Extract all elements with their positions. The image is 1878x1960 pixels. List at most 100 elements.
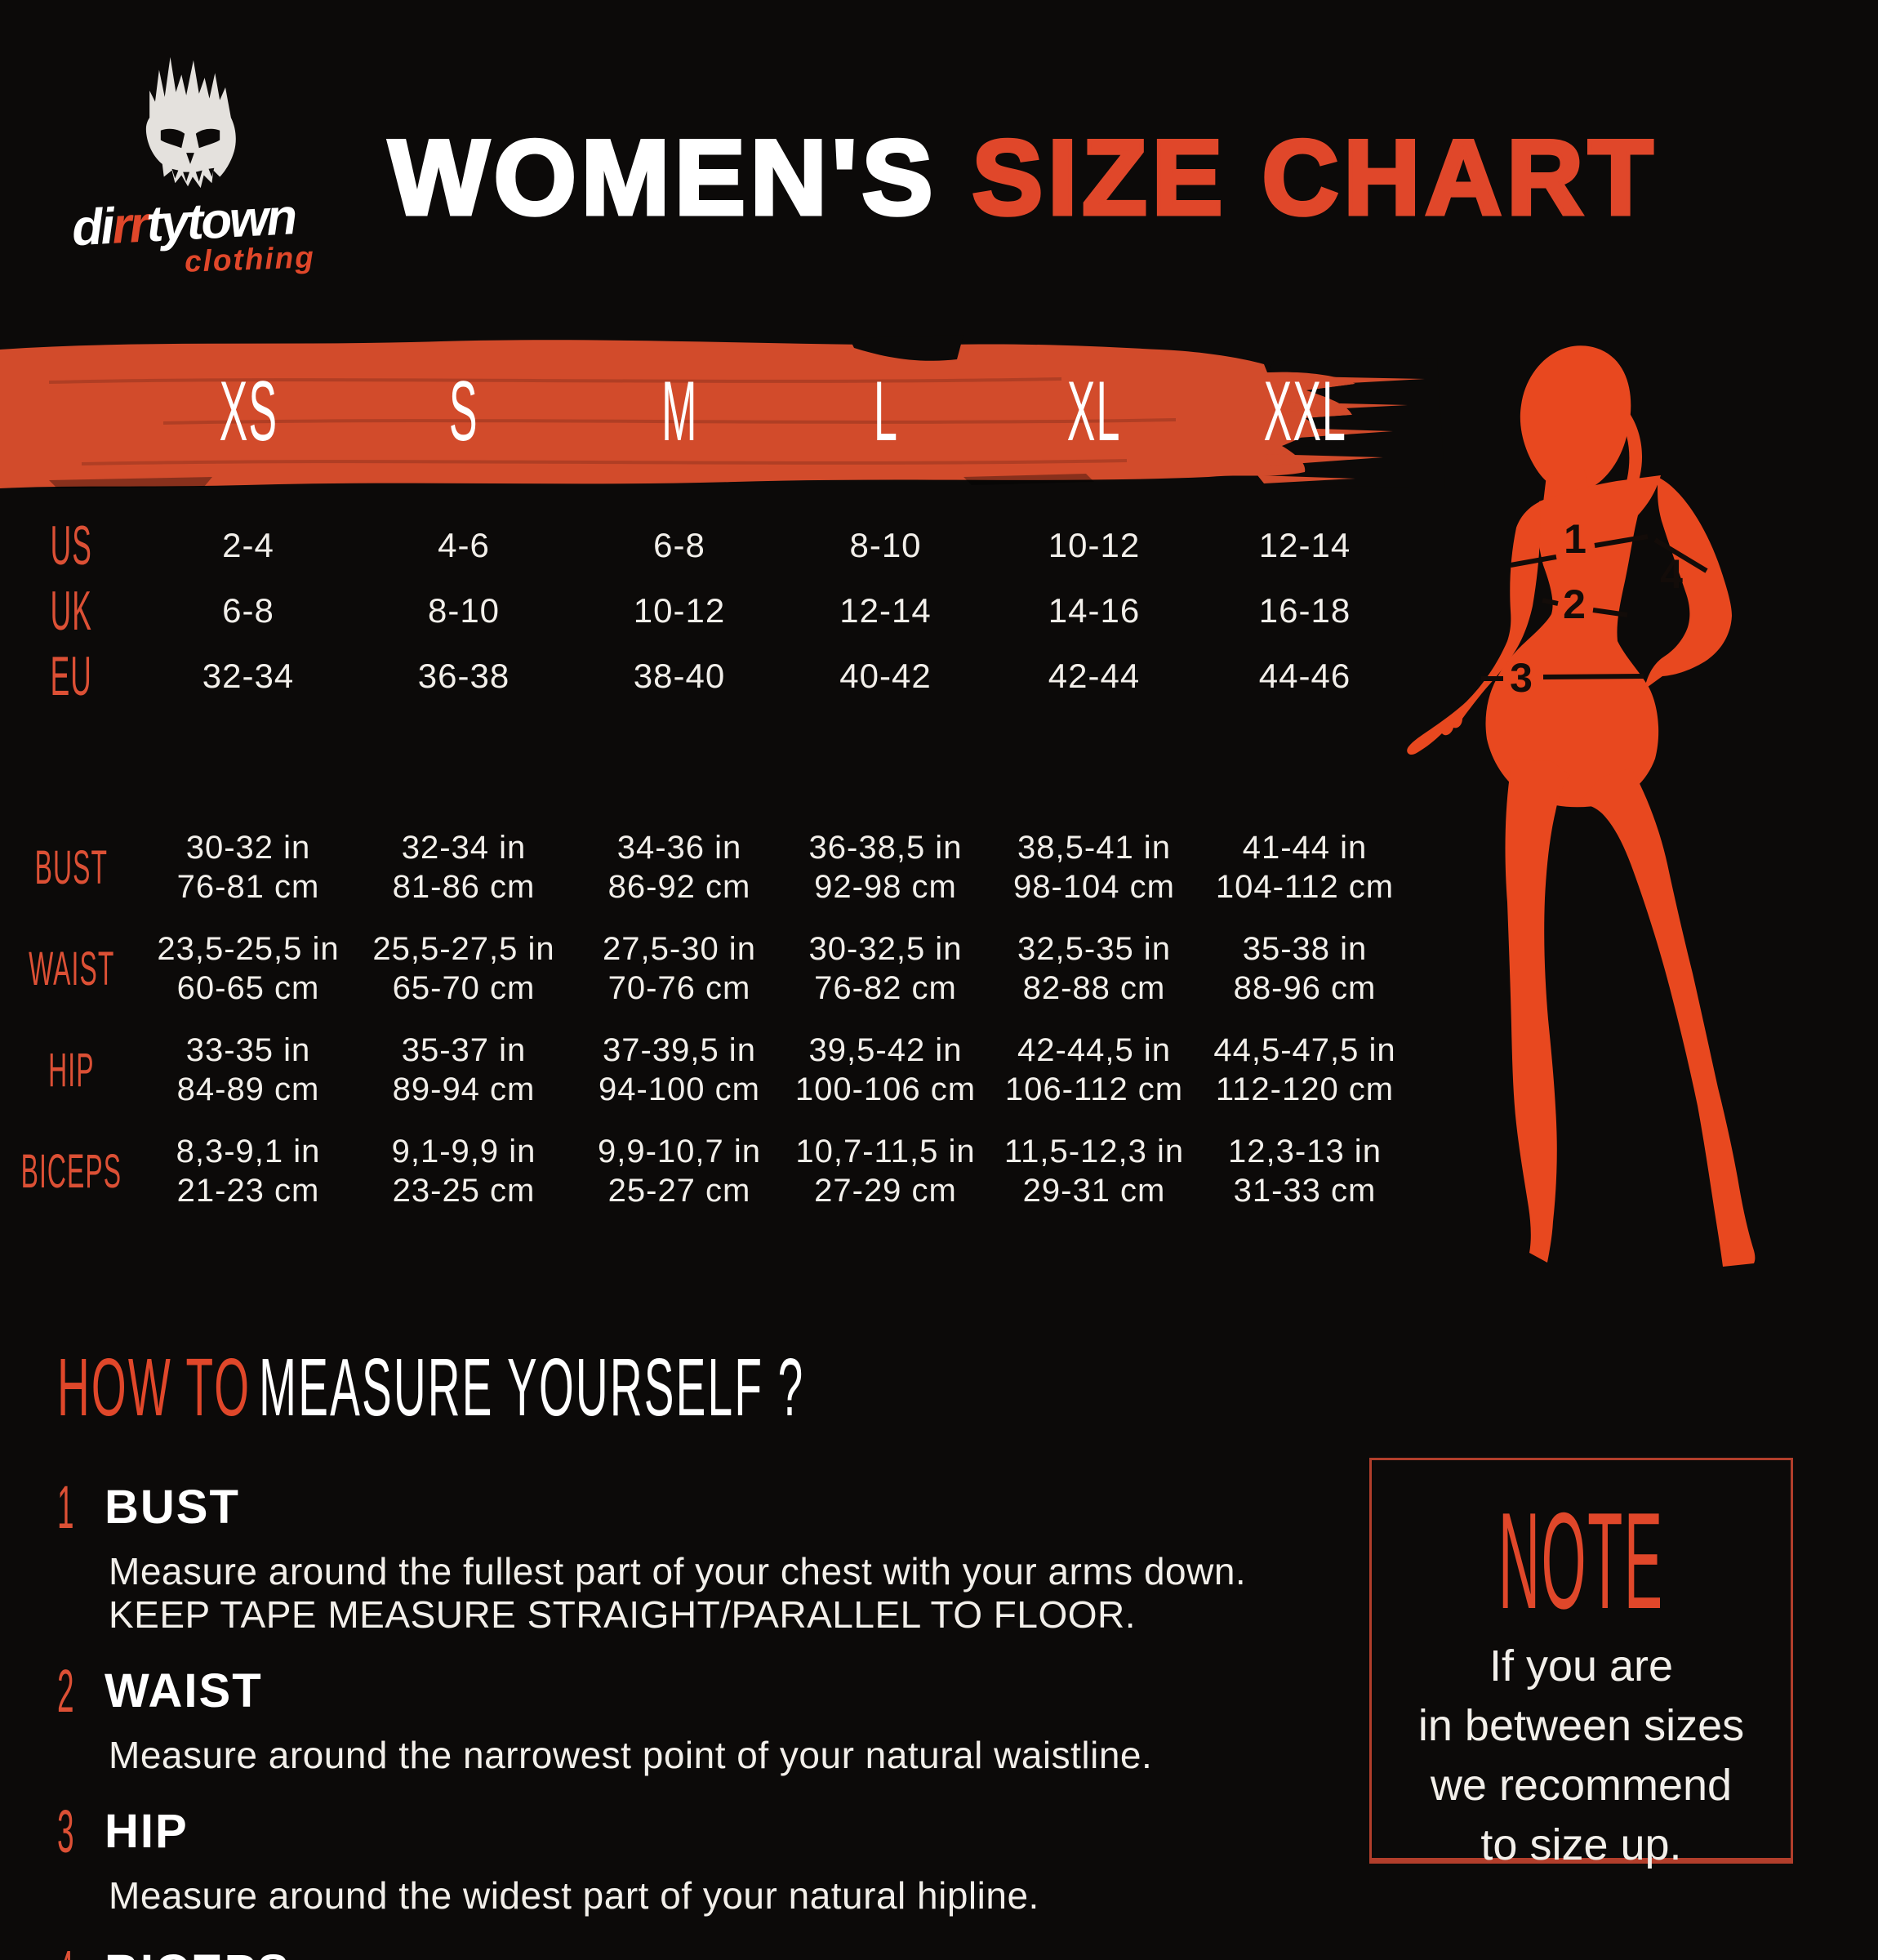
region-value: 16-18	[1258, 591, 1351, 630]
measurement-value-cell: 10,7-11,5 in 27-29 cm	[785, 1120, 986, 1222]
how-to-item-number: 2	[57, 1657, 75, 1725]
value-inches: 39,5-42 in	[808, 1032, 963, 1068]
female-silhouette: 1 2 3 4	[1407, 345, 1756, 1267]
how-to-item: 3 HIP Measure around the widest part of yo…	[57, 1797, 1347, 1918]
note-title: NOTE	[1498, 1484, 1664, 1637]
measurement-value-cell: 11,5-12,3 in 29-31 cm	[986, 1120, 1202, 1222]
size-header-cell: XXL	[1202, 330, 1408, 493]
measurement-label: WAIST	[28, 942, 115, 996]
measurement-value-cell: 37-39,5 in 94-100 cm	[574, 1019, 785, 1120]
region-value: 4-6	[438, 526, 490, 564]
measurement-value: 30-32 in 76-81 cm	[177, 828, 320, 906]
measurement-value: 44,5-47,5 in 112-120 cm	[1213, 1031, 1395, 1109]
figure-right-arm	[1644, 477, 1732, 689]
note-line: we recommend	[1430, 1761, 1733, 1810]
brand-tagline: clothing	[184, 240, 316, 278]
size-label: L	[873, 363, 898, 459]
region-label: US	[50, 514, 93, 577]
measurement-value: 39,5-42 in 100-106 cm	[795, 1031, 976, 1109]
measurement-value-cell: 9,9-10,7 in 25-27 cm	[574, 1120, 785, 1222]
value-inches: 37-39,5 in	[603, 1032, 756, 1068]
region-value: 10-12	[1048, 526, 1141, 564]
value-inches: 23,5-25,5 in	[157, 931, 340, 967]
value-inches: 34-36 in	[616, 830, 742, 866]
measurement-value: 34-36 in 86-92 cm	[608, 828, 751, 906]
value-inches: 32,5-35 in	[1017, 931, 1171, 967]
measurement-value: 30-32,5 in 76-82 cm	[809, 929, 963, 1008]
size-header-row: XS S M L XL XXL	[0, 330, 1408, 493]
measurement-value-cell: 23,5-25,5 in 60-65 cm	[143, 918, 354, 1019]
how-to-item-title: BUST	[105, 1481, 240, 1534]
region-value: 36-38	[417, 657, 510, 695]
region-value: 40-42	[839, 657, 932, 695]
value-inches: 12,3-13 in	[1228, 1134, 1382, 1169]
value-cm: 23-25 cm	[392, 1173, 536, 1209]
measurement-value: 10,7-11,5 in 27-29 cm	[795, 1132, 975, 1210]
measurement-value: 41-44 in 104-112 cm	[1216, 828, 1394, 906]
size-header-cell: S	[354, 330, 574, 493]
note-box: NOTE If you are in between sizes we recomm…	[1369, 1458, 1793, 1869]
measurement-value-cell: 34-36 in 86-92 cm	[574, 817, 785, 918]
measurement-value-cell: 27,5-30 in 70-76 cm	[574, 918, 785, 1019]
size-label: XXL	[1263, 363, 1346, 459]
region-label: UK	[50, 580, 93, 642]
region-value: 8-10	[427, 591, 501, 630]
value-cm: 88-96 cm	[1233, 970, 1377, 1006]
region-value: 8-10	[849, 526, 922, 564]
region-label: EU	[50, 645, 93, 707]
value-cm: 104-112 cm	[1215, 869, 1395, 905]
skull-crown-icon	[145, 56, 236, 189]
measurement-value: 38,5-41 in 98-104 cm	[1013, 828, 1175, 906]
how-to-item-head: 2 WAIST	[57, 1656, 1347, 1726]
region-value: 10-12	[633, 591, 726, 630]
measurement-value-cell: 12,3-13 in 31-33 cm	[1202, 1120, 1408, 1222]
value-cm: 94-100 cm	[599, 1071, 760, 1107]
figure-left-arm	[1407, 501, 1541, 755]
value-inches: 44,5-47,5 in	[1213, 1032, 1396, 1068]
bust-line	[1594, 534, 1649, 548]
value-cm: 112-120 cm	[1215, 1071, 1395, 1107]
value-cm: 70-76 cm	[607, 970, 751, 1006]
value-inches: 35-37 in	[401, 1032, 527, 1068]
figure-hair-strand	[1619, 406, 1643, 501]
note-line: in between sizes	[1417, 1701, 1745, 1750]
measurement-value-cell: 44,5-47,5 in 112-120 cm	[1202, 1019, 1408, 1120]
value-inches: 9,1-9,9 in	[391, 1134, 536, 1169]
how-to-item-number: 1	[57, 1473, 75, 1541]
region-value: 12-14	[839, 591, 932, 630]
measurement-value-cell: 9,1-9,9 in 23-25 cm	[354, 1120, 574, 1222]
measurement-value: 32,5-35 in 82-88 cm	[1017, 929, 1171, 1008]
region-row: US 2-4 4-6 6-8 8-10 10-12 12-14	[0, 513, 1408, 578]
how-to-item-title: WAIST	[105, 1664, 263, 1717]
region-value: 12-14	[1258, 526, 1351, 564]
figure-marker-bust: 1	[1564, 516, 1587, 562]
value-inches: 8,3-9,1 in	[176, 1134, 321, 1169]
figure-torso	[1485, 475, 1661, 808]
bust-line	[1510, 555, 1557, 568]
how-to-item-title: BICEPS	[105, 1944, 291, 1960]
how-to-item-number: 4	[57, 1937, 81, 1960]
value-inches: 35-38 in	[1242, 931, 1368, 967]
measurement-label: HIP	[48, 1043, 95, 1097]
value-inches: 10,7-11,5 in	[795, 1134, 976, 1169]
measurement-value-cell: 42-44,5 in 106-112 cm	[986, 1019, 1202, 1120]
size-header-cell: XL	[986, 330, 1202, 493]
value-cm: 92-98 cm	[814, 869, 957, 905]
how-to-item-head: 4 BICEPS	[57, 1937, 1347, 1960]
how-to-item: 4BICEPSMeasure around the widest part of…	[57, 1937, 1347, 1960]
measurement-label-cell: HIP	[0, 1019, 143, 1120]
measurement-value-cell: 38,5-41 in 98-104 cm	[986, 817, 1202, 918]
measurement-value-cell: 30-32,5 in 76-82 cm	[785, 918, 986, 1019]
measurement-value: 25,5-27,5 in 65-70 cm	[372, 929, 554, 1008]
region-label-cell: UK	[0, 578, 143, 644]
value-cm: 25-27 cm	[607, 1173, 751, 1209]
size-label: XS	[219, 363, 278, 459]
measurement-label-cell: BICEPS	[0, 1120, 143, 1222]
how-to-item-head: 3 HIP	[57, 1797, 1347, 1866]
size-label: S	[449, 363, 478, 459]
value-cm: 82-88 cm	[1022, 970, 1166, 1006]
measurement-value-cell: 35-38 in 88-96 cm	[1202, 918, 1408, 1019]
page-title: WOMEN'S SIZE CHART	[386, 116, 1658, 239]
measurement-value: 9,1-9,9 in 23-25 cm	[392, 1132, 536, 1210]
